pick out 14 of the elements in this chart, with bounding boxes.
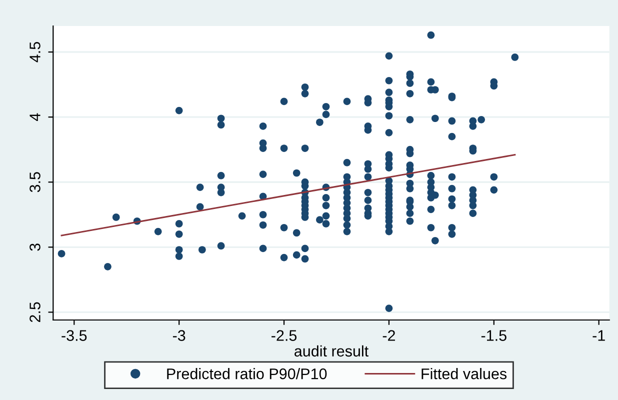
legend-label: Fitted values [422,368,507,380]
legend-label: Predicted ratio P90/P10 [167,368,327,380]
x-tick-label: -2.5 [272,330,297,341]
y-tick-label: 4.5 [30,42,40,62]
x-tick-label: -2 [382,330,395,341]
y-tick-label: 3.5 [30,172,40,192]
x-tick-label: -1 [592,330,605,341]
x-axis-title: audit result [294,345,369,357]
x-tick-label: -3.5 [62,330,87,341]
y-tick-label: 3 [30,244,40,251]
x-tick-label: -3 [172,330,186,341]
x-tick-label: -1.5 [481,330,506,341]
y-tick-label: 4 [30,113,40,121]
y-tick-label: 2.5 [30,302,40,322]
